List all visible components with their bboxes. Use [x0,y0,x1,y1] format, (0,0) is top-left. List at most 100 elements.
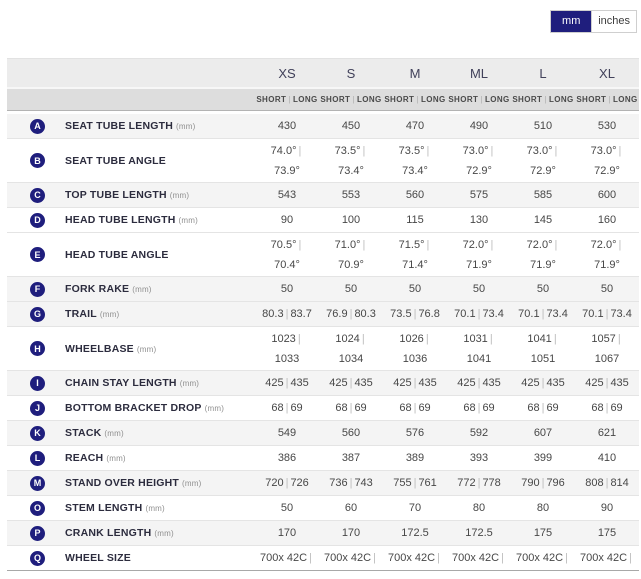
value-cell: 387 [341,452,361,464]
short-value: 1023 | [271,332,301,345]
value-cell: 393 [469,452,489,464]
wheel-size-value: 700x 42C [452,552,500,564]
table-row: F FORK RAKE (mm) 50 50 50 50 50 50 [7,277,639,302]
pipe-separator: | [477,402,481,414]
value-cell: 175 [533,527,553,539]
row-letter-badge: E [30,247,45,262]
pipe-separator: | [605,308,609,320]
short-value: 73.5° | [334,144,366,157]
value-cell: 553 [341,189,361,201]
inches-toggle-button[interactable]: inches [591,11,636,32]
value-cell: 70.1 | 73.4 [575,308,639,320]
row-unit: (mm) [204,404,225,413]
row-label-col: Q WHEEL SIZE [7,550,255,566]
value-cell: 700x 42C | [255,552,319,564]
pipe-separator: | [629,552,632,564]
value-cell: 90 [280,214,294,226]
value-cell: 70 [408,502,422,514]
row-letter-badge: F [30,281,45,297]
value-cell: 530 [597,120,617,132]
value-cell: 790 | 796 [511,477,575,489]
pipe-separator: | [565,552,568,564]
pipe-separator: | [298,144,302,157]
long-value: 1036 [402,352,428,365]
value-cell: 490 [469,120,489,132]
value-cell: 808 | 814 [575,477,639,489]
value-cell: 386 [277,452,297,464]
value-cell: 389 [405,452,425,464]
table-row: M STAND OVER HEIGHT (mm) 720 | 726 736 | 743 755 |… [7,471,639,496]
value-cell: 73.5° | 73.4° [319,141,383,181]
value-cell: 50 [600,283,614,295]
pipe-separator: | [288,95,291,104]
row-letter-badge: H [30,341,45,356]
value-cell: 700x 42C | [319,552,383,564]
value-cell: 73.5 | 76.8 [383,308,447,320]
pipe-separator: | [437,552,440,564]
pipe-separator: | [297,332,301,345]
pipe-separator: | [608,95,611,104]
value-cell: 576 [405,427,425,439]
pipe-separator: | [618,144,622,157]
size-header-xl: XL [599,65,615,81]
row-label-col: I CHAIN STAY LENGTH (mm) [7,375,255,391]
row-label-col: E HEAD TUBE ANGLE [7,247,255,262]
pipe-separator: | [544,95,547,104]
value-cell: 73.0° | 72.9° [447,141,511,181]
pipe-separator: | [413,377,417,389]
row-label-col: P CRANK LENGTH (mm) [7,525,255,541]
wheel-size-value: 700x 42C [324,552,372,564]
long-value: 69 [610,402,623,414]
table-row: L REACH (mm) 386 387 389 393 399 410 [7,446,639,471]
value-cell: 592 [469,427,489,439]
short-value: 72.0° | [526,238,558,251]
value-cell: 1057 | 1067 [575,329,639,369]
value-cell: 160 [597,214,617,226]
short-value: 72.0° | [590,238,622,251]
pipe-separator: | [349,402,353,414]
value-cell: 73.5° | 73.4° [383,141,447,181]
long-value: 80.3 [354,308,376,320]
short-value: 70.1 [518,308,540,320]
value-cell: 430 [277,120,297,132]
short-value: 70.5° | [270,238,302,251]
pipe-separator: | [480,95,483,104]
pipe-separator: | [490,144,494,157]
mm-toggle-button[interactable]: mm [551,11,592,32]
pipe-separator: | [373,552,376,564]
pipe-separator: | [349,308,353,320]
row-label: SEAT TUBE ANGLE [65,154,167,167]
size-header-l: L [539,65,547,81]
value-cell: 425 | 435 [383,377,447,389]
value-cell: 575 [469,189,489,201]
long-value: 71.9° [594,258,620,271]
value-cell: 1023 | 1033 [255,329,319,369]
value-cell: 50 [408,283,422,295]
row-letter-badge: P [30,525,45,541]
pipe-separator: | [413,402,417,414]
value-cell: 172.5 [465,527,493,539]
value-cell: 736 | 743 [319,477,383,489]
pipe-separator: | [541,477,545,489]
fit-header-long: LONG [292,95,318,104]
value-cell: 115 [406,214,424,226]
short-value: 73.5° | [398,144,430,157]
long-value: 814 [610,477,629,489]
row-unit: (mm) [179,379,200,388]
table-row: A SEAT TUBE LENGTH (mm) 430 450 470 490 510 530 [7,114,639,139]
long-value: 73.4 [546,308,568,320]
pipe-separator: | [541,308,545,320]
short-value: 73.5 [390,308,412,320]
long-value: 73.4° [338,164,364,177]
value-cell: 73.0° | 72.9° [511,141,575,181]
fit-header-cell: SHORT | LONG [255,95,319,104]
short-value: 720 [265,477,284,489]
short-value: 80.3 [262,308,284,320]
value-cell: 450 [341,120,361,132]
value-cell: 71.5° | 71.4° [383,235,447,275]
long-value: 1067 [594,352,620,365]
short-value: 772 [457,477,476,489]
value-cell: 510 [533,120,553,132]
pipe-separator: | [352,95,355,104]
long-value: 70.4° [274,258,300,271]
